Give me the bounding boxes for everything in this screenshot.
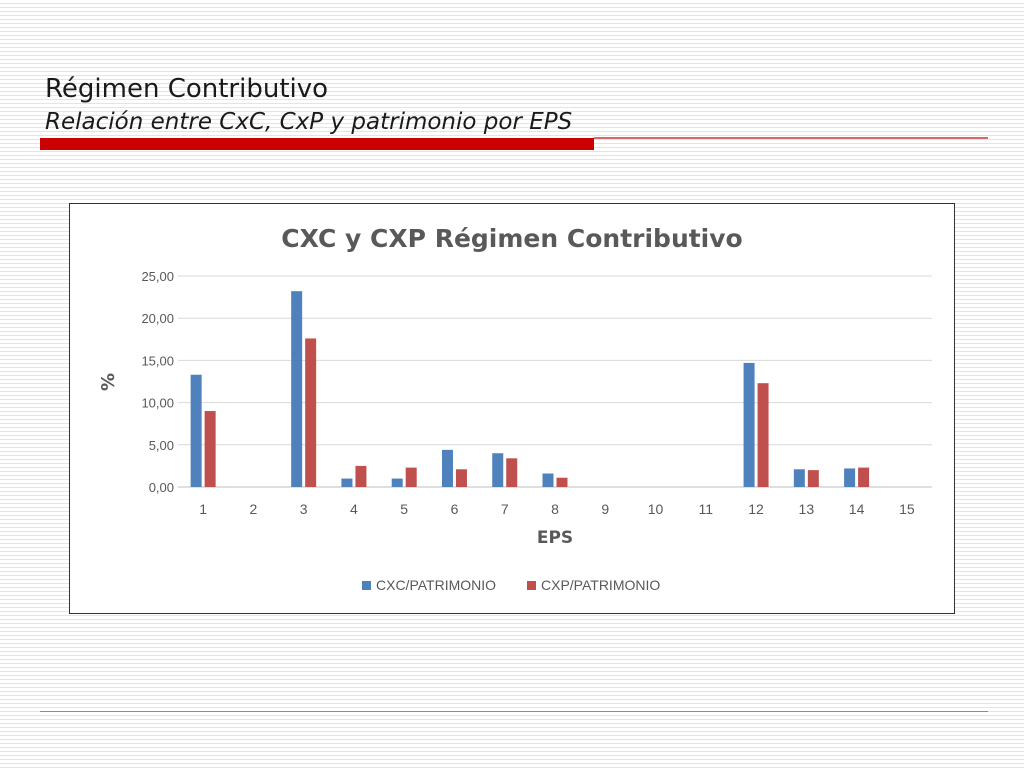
x-tick-label: 1 bbox=[199, 501, 207, 517]
bar-cxc-eps-13 bbox=[793, 469, 805, 487]
x-axis-label: EPS bbox=[537, 528, 573, 548]
bar-cxc-eps-6 bbox=[441, 449, 453, 487]
bar-cxc-eps-7 bbox=[492, 453, 504, 487]
y-tick-label: 25,00 bbox=[141, 269, 174, 284]
bar-cxc-eps-14 bbox=[844, 468, 856, 487]
y-tick-label: 10,00 bbox=[141, 396, 174, 411]
legend-swatch bbox=[527, 581, 536, 590]
title-accent-line bbox=[594, 137, 988, 139]
x-tick-label: 2 bbox=[250, 501, 258, 517]
slide-subtitle: Relación entre CxC, CxP y patrimonio por… bbox=[45, 109, 573, 135]
footer-line bbox=[40, 711, 988, 712]
legend-label: CXC/PATRIMONIO bbox=[376, 577, 496, 593]
chart-legend: CXC/PATRIMONIO CXP/PATRIMONIO bbox=[362, 577, 660, 593]
x-tick-label: 4 bbox=[350, 501, 358, 517]
chart-frame: CXC y CXP Régimen Contributivo 0,00 5,00 1… bbox=[69, 203, 955, 614]
x-tick-label: 14 bbox=[849, 501, 865, 517]
bar-cxp-eps-12 bbox=[757, 383, 769, 487]
bar-cxp-eps-7 bbox=[506, 458, 518, 487]
bar-cxp-eps-6 bbox=[455, 469, 467, 487]
x-tick-label: 6 bbox=[451, 501, 459, 517]
bar-cxp-eps-13 bbox=[807, 470, 819, 487]
chart-title: CXC y CXP Régimen Contributivo bbox=[281, 224, 742, 253]
gridlines bbox=[178, 275, 932, 488]
bar-cxc-eps-1 bbox=[190, 374, 202, 487]
x-axis-ticks: 1 2 3 4 5 6 7 8 9 10 11 12 13 14 15 bbox=[199, 501, 915, 517]
bar-cxp-eps-5 bbox=[405, 467, 417, 487]
y-axis-ticks: 0,00 5,00 10,00 15,00 20,00 25,00 bbox=[141, 269, 174, 495]
x-tick-label: 7 bbox=[501, 501, 509, 517]
bar-cxp-eps-8 bbox=[556, 477, 568, 487]
x-tick-label: 11 bbox=[699, 501, 714, 517]
x-tick-label: 10 bbox=[648, 501, 664, 517]
bar-cxp-eps-1 bbox=[204, 411, 216, 487]
x-tick-label: 3 bbox=[300, 501, 308, 517]
x-tick-label: 8 bbox=[551, 501, 559, 517]
y-tick-label: 5,00 bbox=[149, 438, 174, 453]
legend-swatch bbox=[362, 581, 371, 590]
bars bbox=[190, 291, 870, 487]
bar-cxc-eps-5 bbox=[391, 478, 403, 487]
bar-chart: CXC y CXP Régimen Contributivo 0,00 5,00 1… bbox=[98, 224, 932, 593]
x-tick-label: 9 bbox=[601, 501, 609, 517]
bar-cxp-eps-4 bbox=[355, 465, 367, 487]
slide-title: Régimen Contributivo bbox=[45, 74, 329, 104]
bar-cxc-eps-4 bbox=[341, 478, 353, 487]
x-tick-label: 15 bbox=[899, 501, 915, 517]
x-tick-label: 12 bbox=[748, 501, 764, 517]
y-tick-label: 20,00 bbox=[141, 311, 174, 326]
y-tick-label: 0,00 bbox=[149, 480, 174, 495]
bar-cxc-eps-3 bbox=[291, 291, 303, 487]
x-tick-label: 13 bbox=[799, 501, 815, 517]
y-tick-label: 15,00 bbox=[141, 353, 174, 368]
bar-cxp-eps-3 bbox=[305, 338, 317, 487]
y-axis-label: % bbox=[98, 373, 119, 391]
title-accent-bar bbox=[40, 138, 594, 150]
bar-cxc-eps-8 bbox=[542, 473, 554, 487]
x-tick-label: 5 bbox=[400, 501, 408, 517]
legend-label: CXP/PATRIMONIO bbox=[541, 577, 660, 593]
bar-cxc-eps-12 bbox=[743, 362, 755, 487]
bar-cxp-eps-14 bbox=[858, 467, 870, 487]
